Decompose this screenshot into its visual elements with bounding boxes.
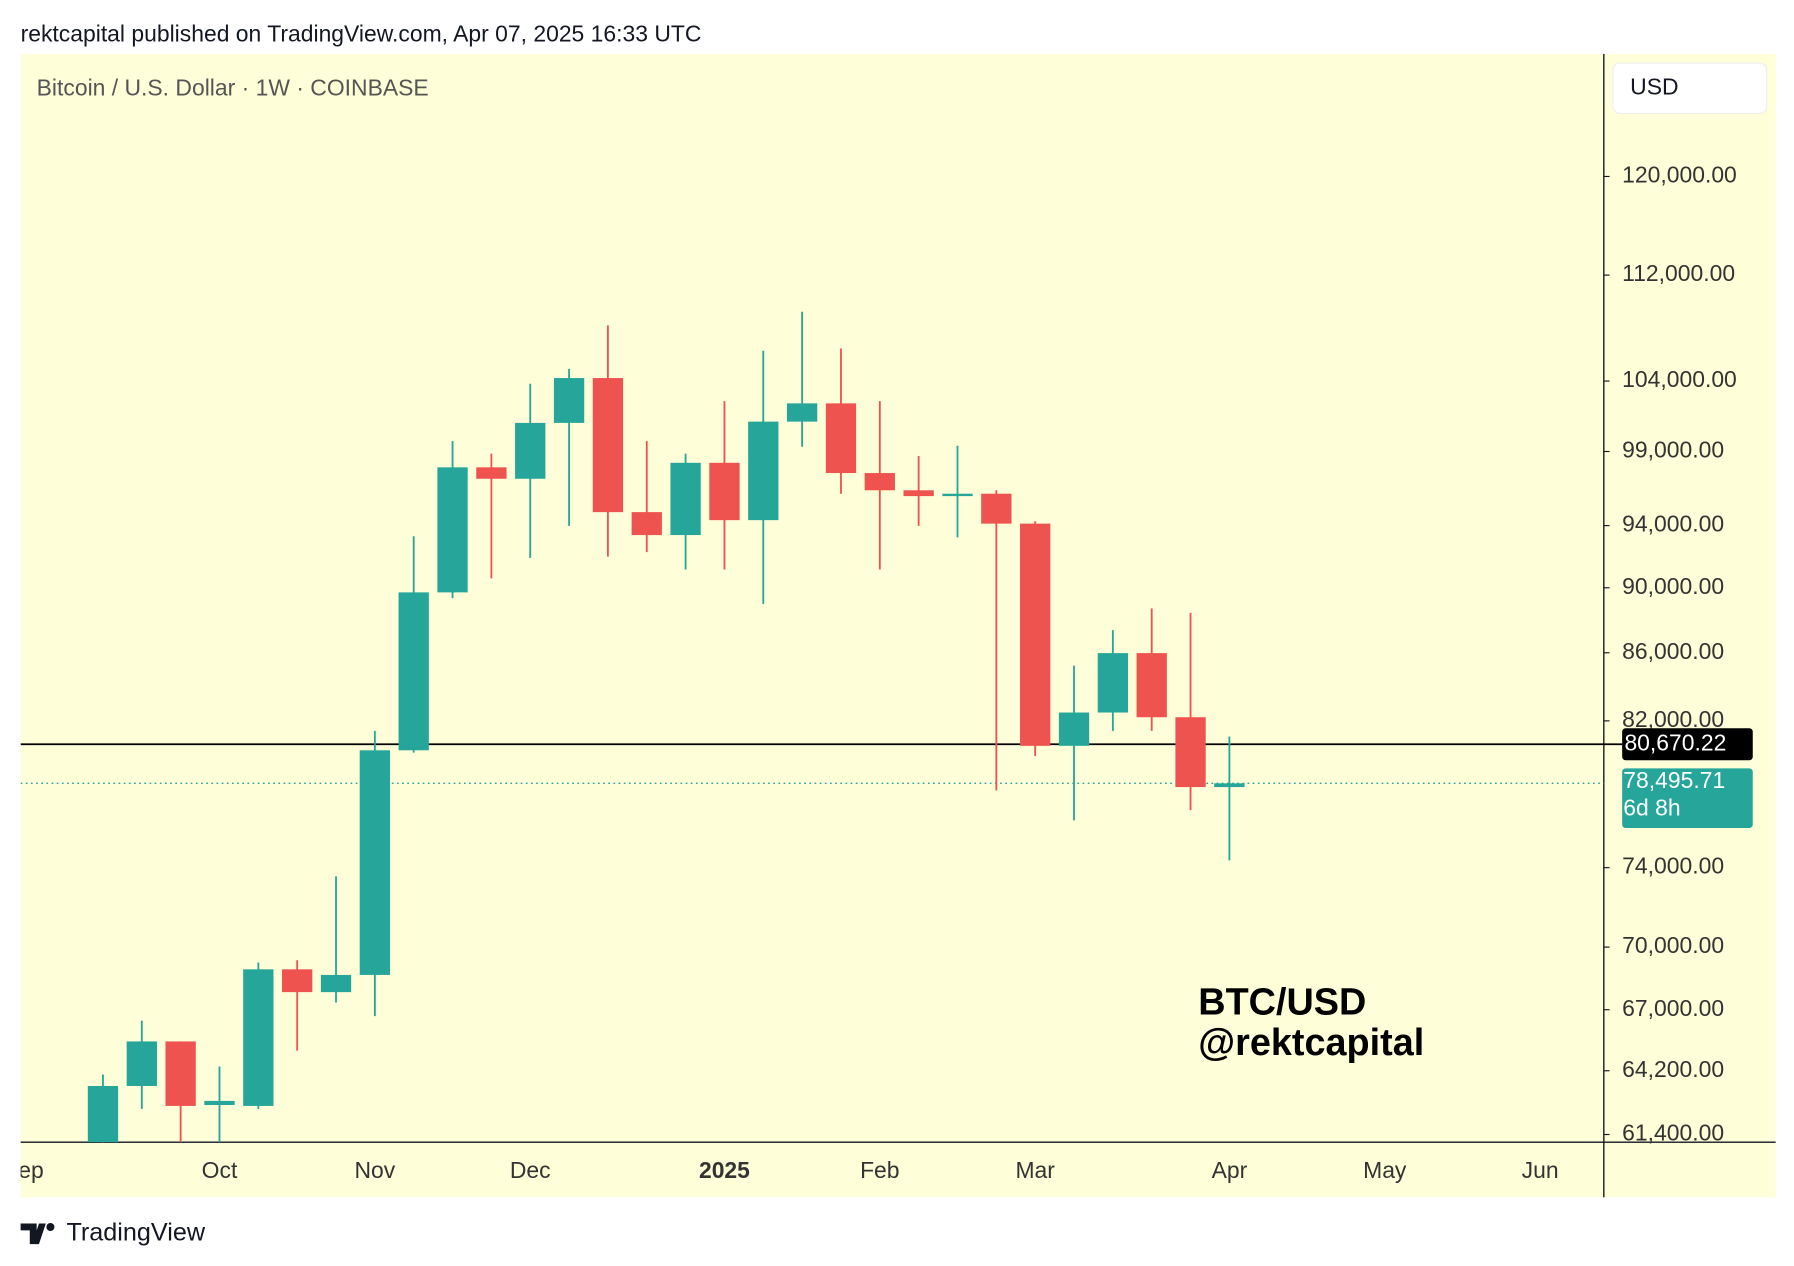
- x-tick-label: 2025: [699, 1157, 750, 1183]
- candle-body: [1020, 523, 1051, 746]
- candle-body: [359, 750, 391, 975]
- candle-body: [670, 462, 701, 536]
- currency: USD: [1630, 73, 1678, 99]
- candle-body: [437, 467, 468, 593]
- candle-body: [87, 1085, 119, 1143]
- candle-body: [709, 462, 740, 521]
- candle-body: [864, 473, 895, 491]
- price-line-label: 80,670.22: [1624, 729, 1726, 755]
- currency-box[interactable]: [1612, 62, 1768, 115]
- candle-body: [282, 969, 313, 993]
- candle-body: [748, 421, 779, 521]
- y-tick-label: 74,000.00: [1622, 853, 1724, 879]
- candle-body: [825, 403, 857, 474]
- y-tick-label: 120,000.00: [1622, 162, 1737, 188]
- y-tick-label: 104,000.00: [1622, 366, 1737, 392]
- candle-body: [515, 422, 546, 479]
- candle-body: [786, 403, 818, 422]
- price-line-label-box: [1622, 728, 1753, 761]
- y-tick-label: 82,000.00: [1622, 706, 1724, 732]
- y-tick-label: 64,200.00: [1622, 1056, 1724, 1082]
- x-tick-label: Oct: [202, 1157, 238, 1183]
- x-tick-label: Dec: [510, 1157, 551, 1183]
- x-tick-label: Apr: [1212, 1157, 1248, 1183]
- x-tick-label: Sep: [3, 1157, 44, 1183]
- header: rektcapital published on TradingView.com…: [21, 21, 702, 47]
- candle-body: [942, 493, 973, 497]
- candle-body: [320, 974, 352, 993]
- y-tick-label: 61,400.00: [1622, 1120, 1724, 1146]
- last-price-box: [1622, 768, 1753, 828]
- candle-body: [243, 969, 274, 1106]
- candle-body: [903, 490, 934, 497]
- x-tick-label: Feb: [860, 1157, 899, 1183]
- candle-body: [1136, 653, 1167, 718]
- candle-body: [204, 1100, 235, 1106]
- x-tick-label: May: [1363, 1157, 1407, 1183]
- tradingview-logo: [20, 1222, 55, 1245]
- candle-body: [1097, 653, 1129, 713]
- x-tick-label: Jun: [1522, 1157, 1559, 1183]
- y-tick-label: 86,000.00: [1622, 638, 1724, 664]
- y-tick-label: 94,000.00: [1622, 511, 1724, 537]
- x-tick-label: Nov: [354, 1157, 395, 1183]
- candle-body: [592, 378, 624, 513]
- x-tick-label: Mar: [1015, 1157, 1055, 1183]
- candle-body: [631, 512, 662, 536]
- chart-title: Bitcoin / U.S. Dollar · 1W · COINBASE: [37, 74, 429, 100]
- candle-body: [1058, 712, 1090, 746]
- countdown: 6d 8h: [1623, 795, 1680, 821]
- last-price-label: 78,495.71: [1623, 767, 1725, 793]
- y-tick-label: 90,000.00: [1622, 573, 1724, 599]
- watermark: @rektcapital: [1198, 1022, 1424, 1064]
- candle-body: [553, 378, 585, 423]
- y-tick-label: 67,000.00: [1622, 995, 1724, 1021]
- footer-brand: TradingView: [66, 1219, 205, 1247]
- candle-body: [476, 467, 507, 479]
- y-tick-label: 112,000.00: [1622, 260, 1735, 286]
- candle-body: [981, 493, 1012, 524]
- candle-body: [126, 1041, 157, 1086]
- y-tick-label: 70,000.00: [1622, 932, 1724, 958]
- y-tick-label: 99,000.00: [1622, 437, 1724, 463]
- candle-body: [1214, 783, 1245, 788]
- candle-body: [1175, 717, 1206, 788]
- watermark: BTC/USD: [1198, 982, 1366, 1024]
- candle-body: [398, 592, 429, 751]
- candle-body: [165, 1041, 196, 1106]
- chart-background: [20, 53, 1776, 1198]
